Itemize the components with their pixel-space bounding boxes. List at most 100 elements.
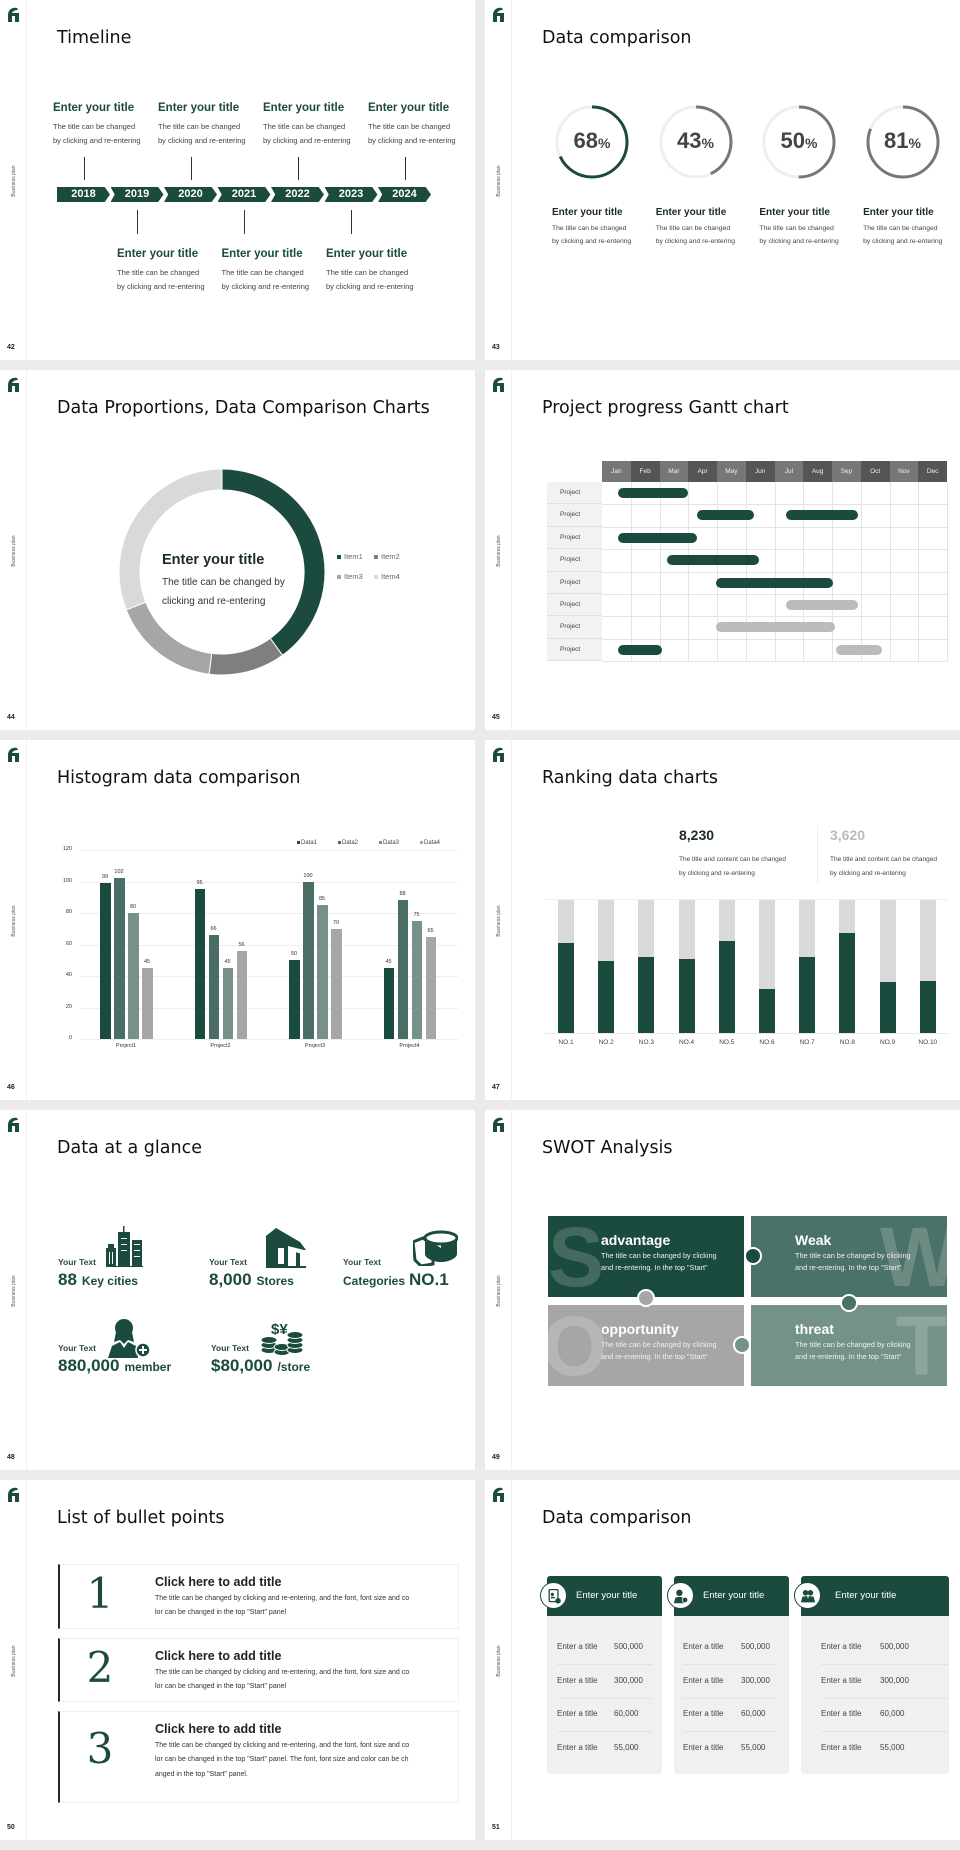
ring-progress [659, 105, 732, 179]
category-label: Project2 [210, 1043, 231, 1049]
gantt-bar [666, 555, 759, 566]
bar-value [678, 958, 695, 1033]
row-label: Enter a title [683, 1709, 724, 1719]
category-label: NO.5 [719, 1039, 735, 1046]
swot-letter: O [548, 1305, 608, 1386]
legend-swatch [374, 555, 378, 560]
gantt-bar [715, 622, 835, 633]
slide-sidebar: Business plan 42 [0, 0, 27, 360]
data-label: 88 [399, 891, 406, 898]
gridline [80, 850, 458, 851]
row-label-cell: Project [547, 526, 602, 550]
item-desc: The title can be changed [863, 225, 938, 232]
swot-desc: The title can be changed by clicking [601, 1251, 717, 1260]
donut-slice-item2 [208, 637, 284, 676]
data-label: 95 [196, 880, 203, 887]
month-header: Feb [630, 461, 660, 482]
sidebar-label: Business plan [496, 1275, 502, 1307]
grid-row-line [602, 504, 947, 506]
progress-ring [866, 105, 939, 179]
connector-line [351, 210, 352, 234]
grid-column-line [832, 482, 833, 661]
year-segment: 2021 [217, 187, 271, 202]
page-number: 42 [7, 344, 15, 351]
data-label: 70 [332, 919, 340, 926]
legend-label: Item2 [381, 552, 400, 561]
bar [208, 935, 219, 1039]
row-label: Project [560, 645, 581, 653]
category-label: NO.1 [558, 1039, 574, 1046]
year-segment: 2019 [110, 187, 164, 202]
ring-number: 81 [884, 128, 909, 153]
header-title: Enter your title [835, 1590, 897, 1601]
stat-suffix: /store [277, 1360, 311, 1374]
row-value: 500,000 [741, 1642, 770, 1651]
ring-number: 43 [677, 128, 702, 153]
bullet-desc: The title can be changed by clicking and… [155, 1742, 410, 1749]
item-desc: by clicking and re-entering [263, 136, 351, 145]
row-divider [683, 1697, 778, 1699]
gridline [80, 944, 458, 946]
year-segment: 2022 [271, 187, 324, 202]
slide-title: Data at a glance [57, 1138, 202, 1158]
bar [397, 900, 408, 1039]
row-divider [821, 1697, 949, 1699]
item-title: Enter your title [263, 102, 345, 114]
connector-line [405, 157, 406, 180]
gridline [80, 1007, 458, 1009]
bar [411, 920, 422, 1039]
month-label: Feb [639, 468, 651, 475]
contact-card-icon [540, 1582, 567, 1609]
sidebar-label: Business plan [496, 905, 502, 937]
grid-row-line [602, 549, 947, 551]
grid-row-line [602, 616, 947, 618]
page-number: 43 [492, 344, 500, 351]
item-desc: The title can be changed [759, 225, 834, 232]
ring-unit: % [598, 135, 611, 151]
grid-column-line [860, 482, 862, 661]
row-label: Enter a title [557, 1743, 598, 1753]
coins-currency-icon: $¥ [260, 1320, 304, 1361]
legend-swatch [379, 840, 382, 844]
ring-value: 81% [863, 128, 943, 154]
row-value: 55,000 [614, 1743, 639, 1753]
item-desc: by clicking and re-entering [158, 136, 246, 145]
row-divider [683, 1731, 778, 1733]
slide-bullets: Business plan 50 List of bullet points 1 Cli… [0, 1480, 475, 1840]
legend-item: Item3 [337, 572, 363, 581]
progress-ring [555, 105, 629, 179]
month-label: Nov [898, 468, 910, 475]
stat-value-line: 88 Key cities [58, 1270, 138, 1290]
year-segment: 2024 [378, 187, 431, 202]
month-header: Sep [832, 461, 861, 482]
year-label: 2023 [338, 188, 364, 200]
gantt-bar [696, 510, 755, 521]
y-tick-label: 0 [68, 1035, 72, 1041]
connector-line [298, 157, 299, 180]
item-desc: by clicking and re-entering [53, 136, 141, 145]
slide-sidebar: Business plan 47 [485, 740, 512, 1100]
stat-desc: The title and content can be changed [830, 856, 937, 863]
sidebar-label: Business plan [11, 165, 17, 197]
swot-box-weak: W Weak The title can be changed by clickin… [751, 1216, 947, 1297]
header-title: Enter your title [703, 1590, 765, 1601]
spartan-logo-icon [491, 747, 505, 763]
grid-column-line [889, 482, 891, 661]
item-desc: The title can be changed [655, 225, 731, 232]
category-label: NO.10 [918, 1039, 938, 1046]
stat-value-line: 880,000 member [58, 1356, 171, 1376]
stat-value-line: Categories NO.1 [343, 1270, 449, 1290]
grid-column-line [803, 482, 805, 661]
data-label: 100 [303, 872, 313, 879]
bar-value [879, 982, 896, 1033]
ring-progress [555, 105, 629, 179]
item-desc: by clicking and re-entering [221, 282, 310, 291]
bullet-number: 1 [86, 1569, 114, 1618]
row-value: 60,000 [614, 1709, 639, 1719]
item-title: Enter your title [552, 207, 623, 218]
row-label: Enter a title [821, 1709, 862, 1719]
spartan-logo-icon [491, 377, 505, 393]
ring-value: 50% [759, 128, 839, 154]
